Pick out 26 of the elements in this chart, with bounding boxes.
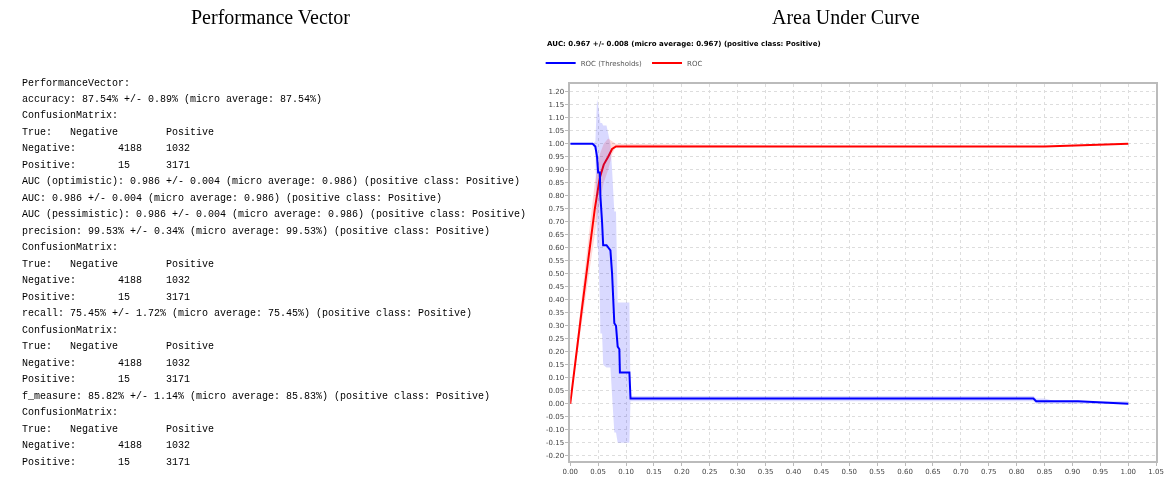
text: True: Negative Positive bbox=[22, 424, 215, 435]
text: Performance Vector bbox=[191, 6, 351, 28]
text: True: Negative Positive bbox=[22, 127, 215, 138]
text: Negative: 4188 1032 bbox=[22, 275, 191, 286]
text: AUC: 0.986 +/- 0.004 (micro average: 0.986) (positive class: Positive) bbox=[22, 193, 443, 204]
text: Positive: 15 3171 bbox=[22, 457, 191, 468]
text: Positive: 15 3171 bbox=[22, 160, 191, 171]
text: f_measure: 85.82% +/- 1.14% (micro average: 85.83%) (positive class: Positive) bbox=[22, 391, 491, 402]
text: Positive: 15 3171 bbox=[22, 292, 191, 303]
text: Negative: 4188 1032 bbox=[22, 440, 191, 451]
text: ConfusionMatrix: bbox=[22, 407, 119, 418]
text: PerformanceVector: bbox=[22, 78, 131, 89]
text: Negative: 4188 1032 bbox=[22, 358, 191, 369]
text: True: Negative Positive bbox=[22, 341, 215, 352]
text: AUC (optimistic): 0.986 +/- 0.004 (micro average: 0.986) (positive class: Positive) bbox=[22, 176, 521, 187]
text: True: Negative Positive bbox=[22, 259, 215, 270]
chart-title: Area Under Curve bbox=[772, 6, 920, 28]
text: Positive: 15 3171 bbox=[22, 374, 191, 385]
text: ConfusionMatrix: bbox=[22, 110, 119, 121]
text: recall: 75.45% +/- 1.72% (micro average: 75.45%) (positive class: Positive) bbox=[22, 308, 473, 319]
text: ConfusionMatrix: bbox=[22, 325, 119, 336]
text: AUC (pessimistic): 0.986 +/- 0.004 (micro average: 0.986) (positive class: Positive) bbox=[22, 209, 527, 220]
text: precision: 99.53% +/- 0.34% (micro average: 99.53%) (positive class: Positive) bbox=[22, 226, 491, 237]
text: ConfusionMatrix: bbox=[22, 242, 119, 253]
text: accuracy: 87.54% +/- 0.89% (micro average: 87.54%) bbox=[22, 94, 323, 105]
text: Negative: 4188 1032 bbox=[22, 143, 191, 154]
